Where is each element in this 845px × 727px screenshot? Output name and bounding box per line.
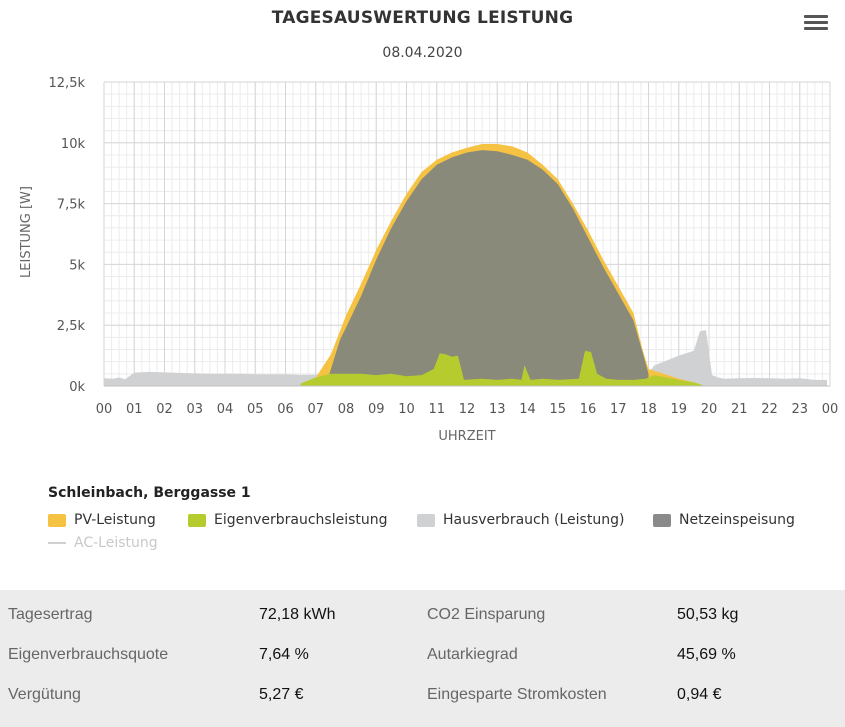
chart-title: TAGESAUSWERTUNG LEISTUNG bbox=[271, 8, 574, 28]
x-tick-label: 14 bbox=[519, 402, 536, 417]
x-tick-label: 06 bbox=[277, 402, 294, 417]
x-tick-label: 23 bbox=[791, 402, 808, 417]
legend-title: Schleinbach, Berggasse 1 bbox=[48, 485, 251, 501]
x-tick-label: 04 bbox=[217, 402, 234, 417]
y-tick-label: 10k bbox=[61, 137, 86, 152]
x-tick-label: 05 bbox=[247, 402, 264, 417]
legend-swatch-ac bbox=[48, 542, 66, 544]
legend-swatch-netzeinspeisung bbox=[653, 513, 671, 527]
stat-value-eigenverbrauchsquote: 7,64 % bbox=[259, 646, 309, 663]
x-tick-label: 20 bbox=[701, 402, 718, 417]
stat-value-co2: 50,53 kg bbox=[677, 606, 739, 623]
legend-swatch-pv bbox=[48, 513, 66, 527]
y-tick-label: 5k bbox=[69, 258, 85, 273]
x-tick-label: 15 bbox=[549, 402, 566, 417]
y-tick-label: 0k bbox=[69, 380, 85, 395]
x-tick-label: 11 bbox=[428, 402, 445, 417]
legend-label-hausverbrauch: Hausverbrauch (Leistung) bbox=[443, 512, 625, 528]
series-area-netzeinspeisung bbox=[327, 150, 649, 386]
y-axis-label: LEISTUNG [W] bbox=[19, 186, 34, 278]
legend-label-pv: PV-Leistung bbox=[74, 512, 156, 528]
x-tick-label: 13 bbox=[489, 402, 506, 417]
x-tick-label: 09 bbox=[368, 402, 385, 417]
legend-label-netzeinspeisung: Netzeinspeisung bbox=[679, 512, 795, 528]
x-tick-label: 08 bbox=[338, 402, 355, 417]
x-tick-label: 16 bbox=[580, 402, 597, 417]
legend-item-ac[interactable]: AC-Leistung bbox=[48, 535, 158, 551]
chart-date: 08.04.2020 bbox=[382, 45, 463, 61]
stat-label-co2: CO2 Einsparung bbox=[427, 606, 546, 623]
stat-label-autarkiegrad: Autarkiegrad bbox=[427, 646, 518, 663]
legend-swatch-hausverbrauch bbox=[417, 513, 435, 527]
x-tick-label: 22 bbox=[761, 402, 778, 417]
y-tick-label: 2,5k bbox=[57, 319, 86, 334]
series-area-hausverbrauch-leistung bbox=[104, 330, 827, 386]
x-tick-label: 21 bbox=[731, 402, 748, 417]
summary-panel: Tagesertrag 72,18 kWh CO2 Einsparung 50,… bbox=[0, 590, 845, 727]
stat-label-stromkosten: Eingesparte Stromkosten bbox=[427, 686, 607, 703]
legend-item-pv[interactable]: PV-Leistung bbox=[48, 512, 156, 528]
x-tick-label: 02 bbox=[156, 402, 173, 417]
y-tick-label: 12,5k bbox=[49, 76, 86, 91]
legend-item-netzeinspeisung[interactable]: Netzeinspeisung bbox=[653, 512, 795, 528]
x-tick-label: 07 bbox=[307, 402, 324, 417]
stat-value-verguetung: 5,27 € bbox=[259, 686, 304, 703]
x-tick-label: 00 bbox=[96, 402, 113, 417]
legend-swatch-eigenverbrauch bbox=[188, 513, 206, 527]
hamburger-icon[interactable] bbox=[804, 12, 828, 34]
stat-label-verguetung: Vergütung bbox=[8, 686, 81, 703]
x-tick-label: 19 bbox=[670, 402, 687, 417]
x-tick-label: 01 bbox=[126, 402, 143, 417]
legend-item-eigenverbrauch[interactable]: Eigenverbrauchsleistung bbox=[188, 512, 388, 528]
x-tick-label: 03 bbox=[186, 402, 203, 417]
x-axis-label: UHRZEIT bbox=[438, 429, 495, 444]
stat-value-autarkiegrad: 45,69 % bbox=[677, 646, 736, 663]
legend-item-hausverbrauch[interactable]: Hausverbrauch (Leistung) bbox=[417, 512, 624, 528]
x-tick-label: 18 bbox=[640, 402, 657, 417]
x-tick-label: 17 bbox=[610, 402, 627, 417]
y-tick-label: 7,5k bbox=[57, 198, 86, 213]
legend-label-ac: AC-Leistung bbox=[74, 535, 158, 551]
stat-value-stromkosten: 0,94 € bbox=[677, 686, 722, 703]
series-area-eigenverbrauchsleistung bbox=[300, 350, 703, 386]
legend-label-eigenverbrauch: Eigenverbrauchsleistung bbox=[214, 512, 388, 528]
stat-label-eigenverbrauchsquote: Eigenverbrauchsquote bbox=[8, 646, 169, 663]
stat-label-tagesertrag: Tagesertrag bbox=[8, 606, 93, 623]
power-chart: 00 01 02 03 04 05 06 07 08 09 10 11 12 13 14 15 16 17 18 19… bbox=[19, 76, 839, 444]
x-tick-label: 10 bbox=[398, 402, 415, 417]
x-tick-label: 00 bbox=[822, 402, 839, 417]
stat-value-tagesertrag: 72,18 kWh bbox=[259, 606, 336, 623]
x-tick-label: 12 bbox=[459, 402, 476, 417]
